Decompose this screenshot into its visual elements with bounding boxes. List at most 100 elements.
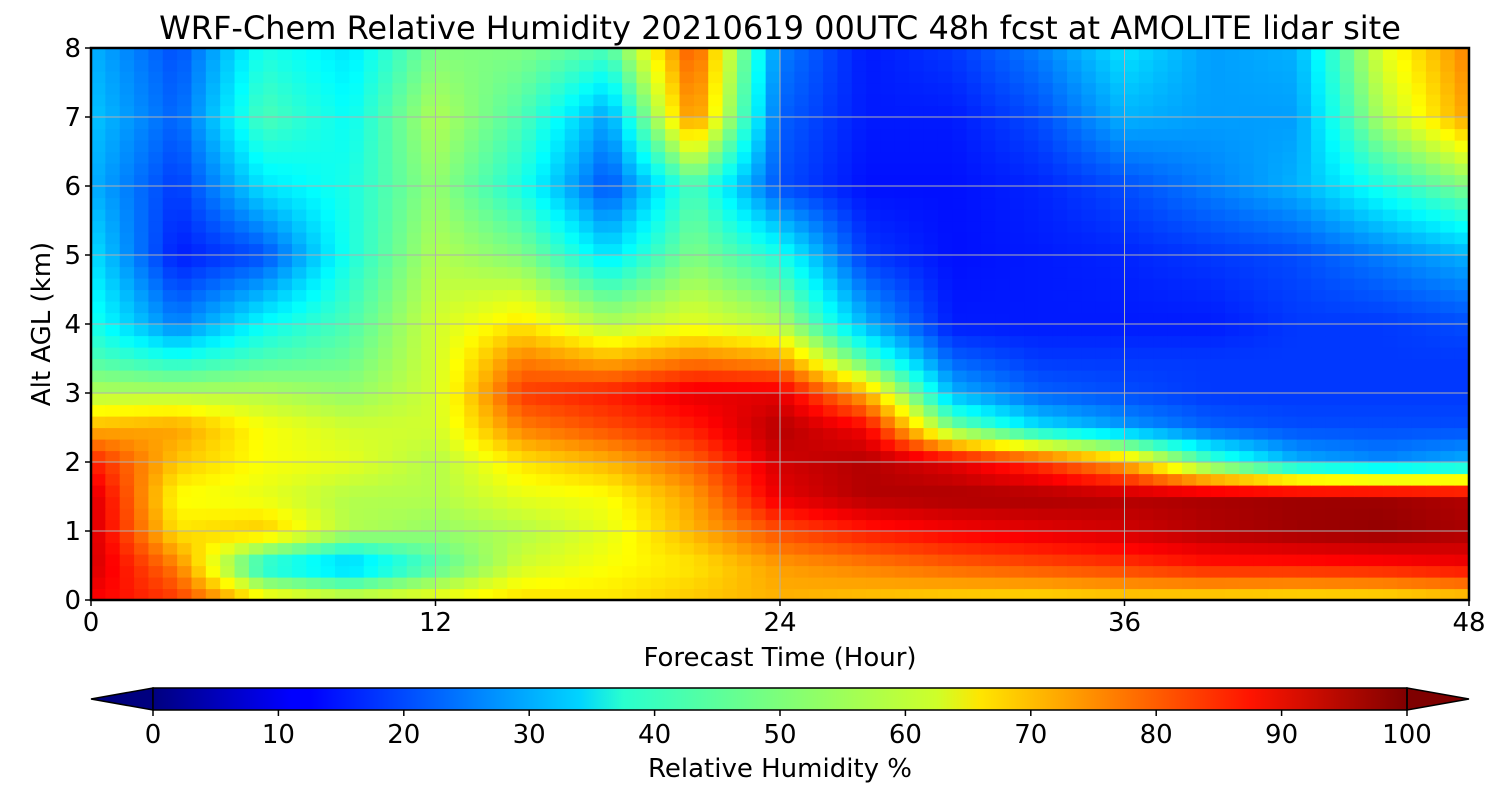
heatmap-cell — [119, 565, 135, 578]
heatmap-cell — [736, 565, 752, 578]
heatmap-cell — [780, 565, 795, 578]
heatmap-cell — [780, 519, 795, 532]
heatmap-cell — [564, 508, 580, 521]
heatmap-cell — [535, 151, 551, 164]
heatmap-cell — [406, 220, 422, 233]
heatmap-cell — [1052, 508, 1068, 521]
heatmap-cell — [722, 577, 738, 590]
heatmap-cell — [1296, 117, 1312, 130]
heatmap-cell — [550, 565, 566, 578]
heatmap-cell — [277, 427, 293, 440]
heatmap-cell — [837, 416, 853, 429]
heatmap-cell — [1454, 255, 1469, 268]
heatmap-cell — [593, 335, 609, 348]
heatmap-cell — [693, 485, 709, 498]
heatmap-cell — [248, 485, 264, 498]
heatmap-cell — [665, 255, 681, 268]
heatmap-cell — [263, 450, 279, 463]
heatmap-cell — [765, 496, 781, 509]
heatmap-cell — [392, 519, 408, 532]
heatmap-cell — [607, 393, 623, 406]
heatmap-cell — [650, 243, 666, 256]
heatmap-cell — [995, 174, 1011, 187]
heatmap-cell — [464, 301, 480, 314]
heatmap-cell — [693, 59, 709, 72]
heatmap-cell — [521, 71, 537, 84]
heatmap-cell — [1138, 186, 1154, 199]
heatmap-cell — [248, 531, 264, 544]
heatmap-cell — [722, 519, 738, 532]
heatmap-cell — [837, 186, 853, 199]
heatmap-cell — [105, 485, 121, 498]
heatmap-cell — [478, 140, 494, 153]
heatmap-cell — [1153, 209, 1169, 222]
heatmap-cell — [1268, 48, 1283, 61]
heatmap-cell — [823, 370, 839, 383]
heatmap-cell — [894, 71, 910, 84]
heatmap-cell — [535, 554, 551, 567]
heatmap-cell — [1282, 473, 1298, 486]
heatmap-cell — [1181, 565, 1197, 578]
heatmap-cell — [1052, 82, 1068, 95]
heatmap-cell — [1253, 381, 1269, 394]
heatmap-cell — [1311, 82, 1327, 95]
heatmap-cell — [1440, 462, 1456, 475]
heatmap-cell — [636, 519, 652, 532]
heatmap-cell — [507, 519, 523, 532]
heatmap-cell — [1095, 243, 1111, 256]
heatmap-cell — [1210, 404, 1226, 417]
heatmap-cell — [263, 312, 279, 325]
heatmap-cell — [980, 473, 996, 486]
heatmap-cell — [1425, 450, 1441, 463]
heatmap-cell — [277, 301, 293, 314]
heatmap-cell — [507, 450, 523, 463]
heatmap-cell — [1181, 473, 1197, 486]
heatmap-cell — [320, 220, 336, 233]
heatmap-cell — [335, 531, 350, 544]
heatmap-cell — [693, 370, 709, 383]
heatmap-cell — [205, 450, 221, 463]
heatmap-cell — [306, 197, 322, 210]
heatmap-cell — [665, 404, 681, 417]
heatmap-cell — [564, 82, 580, 95]
heatmap-cell — [593, 508, 609, 521]
heatmap-cell — [449, 82, 465, 95]
heatmap-cell — [205, 381, 221, 394]
heatmap-cell — [421, 393, 437, 406]
heatmap-cell — [1181, 232, 1197, 245]
heatmap-cell — [421, 278, 437, 291]
heatmap-cell — [105, 508, 121, 521]
heatmap-cell — [693, 416, 709, 429]
heatmap-cell — [1052, 232, 1068, 245]
heatmap-cell — [736, 381, 752, 394]
heatmap-cell — [780, 197, 795, 210]
heatmap-cell — [650, 140, 666, 153]
heatmap-cell — [119, 71, 135, 84]
heatmap-cell — [708, 462, 724, 475]
heatmap-cell — [1354, 393, 1370, 406]
heatmap-cell — [665, 531, 681, 544]
heatmap-cell — [722, 232, 738, 245]
heatmap-cell — [248, 232, 264, 245]
heatmap-cell — [1024, 508, 1039, 521]
heatmap-cell — [406, 531, 422, 544]
heatmap-cell — [291, 347, 307, 360]
heatmap-cell — [1382, 324, 1398, 337]
heatmap-cell — [866, 335, 882, 348]
heatmap-cell — [1268, 393, 1283, 406]
heatmap-cell — [1253, 358, 1269, 371]
heatmap-cell — [435, 232, 451, 245]
heatmap-cell — [550, 347, 566, 360]
heatmap-cell — [248, 301, 264, 314]
heatmap-cell — [320, 427, 336, 440]
heatmap-cell — [765, 209, 781, 222]
heatmap-cell — [1196, 94, 1212, 107]
heatmap-cell — [507, 94, 523, 107]
heatmap-cell — [1253, 209, 1269, 222]
heatmap-cell — [1268, 416, 1283, 429]
heatmap-cell — [1411, 59, 1427, 72]
heatmap-cell — [464, 335, 480, 348]
heatmap-cell — [1052, 404, 1068, 417]
heatmap-cell — [837, 151, 853, 164]
heatmap-cell — [435, 163, 451, 176]
